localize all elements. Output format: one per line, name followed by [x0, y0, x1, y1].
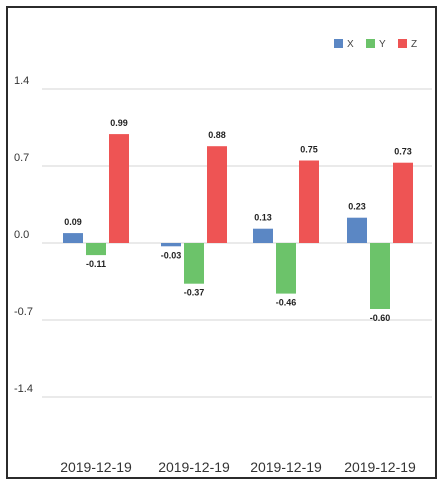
y-tick-label: 0.0	[14, 229, 29, 241]
data-label: 0.23	[348, 202, 366, 212]
bars	[63, 134, 413, 309]
bar-x	[347, 217, 367, 243]
bar-z	[393, 162, 413, 243]
data-label: 0.88	[208, 130, 226, 140]
data-label: -0.60	[370, 313, 391, 323]
y-axis-ticks: 1.4 0.7 0.0 -0.7 -1.4	[14, 75, 33, 395]
x-tick-label: 2019-12-19	[250, 459, 322, 475]
legend-swatch-z	[398, 39, 407, 48]
data-label: -0.03	[161, 250, 182, 260]
data-label: 0.99	[110, 118, 128, 128]
data-label: -0.37	[184, 288, 205, 298]
data-label: 0.09	[64, 217, 82, 227]
legend-swatch-x	[334, 39, 343, 48]
data-label: -0.11	[86, 259, 106, 269]
bar-z	[109, 134, 129, 243]
y-tick-label: -0.7	[14, 306, 33, 318]
x-tick-label: 2019-12-19	[344, 459, 416, 475]
data-labels: 0.09 -0.03 0.13 0.23 -0.11 -0.37 -0.46 -0.60 0.9…	[64, 118, 412, 323]
data-label: 0.75	[300, 145, 318, 155]
y-tick-label: -1.4	[14, 383, 33, 395]
x-tick-label: 2019-12-19	[60, 459, 132, 475]
y-tick-label: 1.4	[14, 75, 29, 87]
bar-x	[253, 228, 273, 243]
bar-y	[184, 243, 204, 284]
legend-label-x: X	[347, 39, 354, 50]
grid-lines	[42, 88, 432, 398]
x-axis-ticks: 2019-12-19 2019-12-19 2019-12-19 2019-12-19	[60, 459, 416, 475]
data-label: -0.46	[276, 298, 297, 308]
data-label: 0.73	[394, 147, 412, 157]
data-label: 0.13	[254, 213, 272, 223]
bar-y	[86, 243, 106, 256]
legend-swatch-y	[366, 39, 375, 48]
y-tick-label: 0.7	[14, 152, 29, 164]
legend: X Y Z	[334, 39, 417, 50]
bar-x	[63, 233, 83, 243]
bar-z	[299, 160, 319, 243]
bar-z	[207, 146, 227, 243]
bar-x	[161, 243, 181, 247]
bar-y	[276, 243, 296, 294]
x-tick-label: 2019-12-19	[158, 459, 230, 475]
bar-y	[370, 243, 390, 309]
legend-label-y: Y	[379, 39, 386, 50]
legend-label-z: Z	[411, 39, 417, 50]
